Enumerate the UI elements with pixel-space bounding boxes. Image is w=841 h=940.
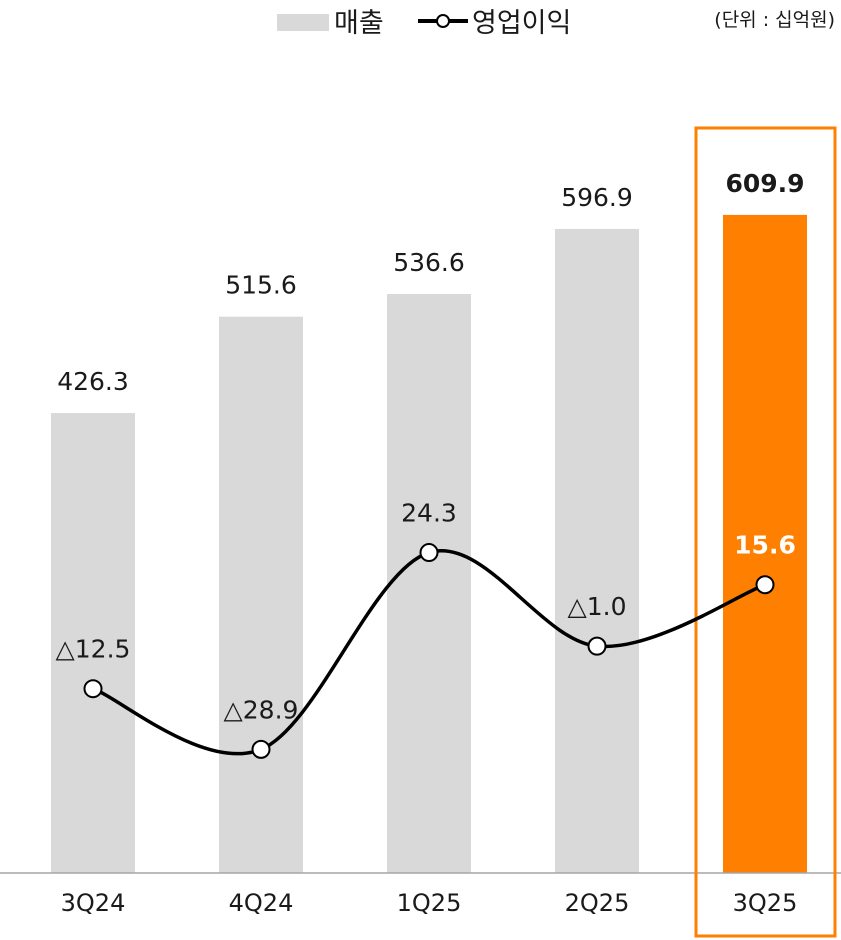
x-tick-labels: 3Q24 4Q24 1Q25 2Q25 3Q25 (61, 889, 798, 917)
revenue-value-label: 515.6 (225, 271, 297, 300)
profit-value-label: 15.6 (734, 531, 796, 560)
x-tick-label: 3Q25 (733, 889, 798, 917)
x-tick-label: 3Q24 (61, 889, 126, 917)
profit-value-label: 24.3 (401, 499, 457, 528)
revenue-bar-3q25 (723, 214, 807, 873)
revenue-bar-3q24 (51, 413, 135, 873)
revenue-value-label: 609.9 (725, 169, 804, 198)
revenue-bar-1q25 (387, 294, 471, 873)
revenue-value-label: 536.6 (393, 248, 465, 277)
profit-point-2q25 (587, 636, 607, 656)
legend-profit-marker (436, 14, 450, 28)
profit-point-3q25 (755, 575, 775, 595)
legend-profit-label: 영업이익 (472, 8, 571, 39)
revenue-bar-2q25 (555, 228, 639, 874)
legend: 매출 영업이익 (277, 8, 571, 39)
profit-point-1q25 (419, 543, 439, 563)
x-tick-label: 4Q24 (229, 889, 294, 917)
legend-revenue-label: 매출 (334, 8, 384, 39)
revenue-bar-4q24 (219, 316, 303, 873)
legend-revenue-swatch (277, 14, 329, 31)
unit-note: (단위 : 십억원) (714, 9, 835, 31)
revenue-value-label: 426.3 (57, 367, 129, 396)
profit-line-layer (83, 543, 775, 759)
x-tick-label: 1Q25 (397, 889, 462, 917)
profit-point-3q24 (83, 679, 103, 699)
profit-point-4q24 (251, 739, 271, 759)
revenue-value-label: 596.9 (561, 183, 633, 212)
revenue-bars (51, 214, 807, 874)
profit-value-label: △12.5 (56, 635, 131, 664)
highlight-box (694, 126, 837, 938)
profit-value-label: △28.9 (224, 695, 299, 724)
data-labels: 426.3 515.6 536.6 596.9 609.9 △12.5 △28.9 24.3 △… (56, 169, 805, 724)
x-tick-label: 2Q25 (565, 889, 630, 917)
profit-value-label: △1.0 (568, 592, 627, 621)
